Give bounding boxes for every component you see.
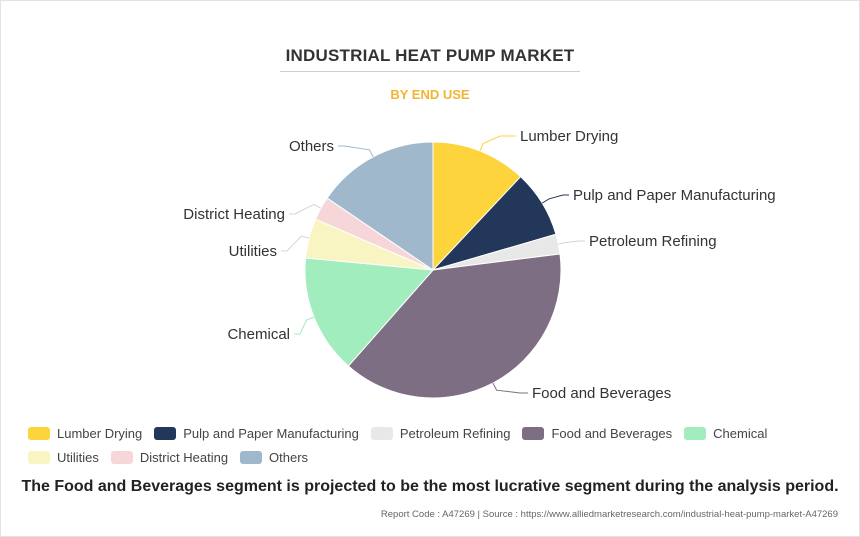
leader-line: [294, 316, 315, 335]
title-underline: [280, 71, 580, 72]
legend-label: District Heating: [139, 449, 229, 465]
pie-slice-food-and-beverages: [347, 253, 562, 399]
legend-swatch: [240, 450, 263, 464]
leader-line: [289, 203, 322, 215]
source-credit: Report Code : A47269 | Source : https://…: [380, 509, 838, 520]
pie-leader-lines: [281, 135, 585, 394]
pie-slice-chemical: [304, 257, 435, 367]
pie-slice-lumber-drying: [432, 141, 522, 272]
legend-swatch: [684, 426, 707, 440]
leader-line: [281, 235, 310, 252]
pie-label: Others: [289, 138, 334, 155]
chart-legend: Lumber Drying Pulp and Paper Manufacturin…: [28, 424, 848, 466]
pie-label: Chemical: [227, 326, 290, 343]
legend-swatch: [110, 450, 133, 464]
pie-label: Food and Beverages: [532, 385, 671, 402]
leader-line: [479, 135, 516, 152]
legend-label: Chemical: [713, 425, 768, 441]
chart-footnote: The Food and Beverages segment is projec…: [21, 478, 839, 495]
legend-swatch: [154, 426, 177, 440]
legend-item[interactable]: Others: [240, 448, 308, 466]
legend-item[interactable]: Lumber Drying: [28, 424, 142, 442]
legend-label: Petroleum Refining: [399, 425, 511, 441]
legend-swatch: [522, 426, 545, 440]
pie-label: Lumber Drying: [520, 128, 618, 145]
legend-item[interactable]: Petroleum Refining: [370, 424, 511, 442]
legend-item[interactable]: Food and Beverages: [522, 424, 672, 442]
pie-chart: Lumber Drying Pulp and Paper Manufacturin…: [183, 128, 775, 402]
legend-label: Lumber Drying: [57, 425, 143, 441]
leader-line: [541, 194, 569, 204]
pie-label: District Heating: [183, 206, 285, 223]
legend-swatch: [28, 450, 50, 464]
pie-labels: Lumber Drying Pulp and Paper Manufacturin…: [183, 128, 775, 402]
legend-label: Food and Beverages: [551, 425, 673, 441]
leader-line: [558, 240, 585, 245]
legend-item[interactable]: Chemical: [684, 424, 767, 442]
leader-line: [338, 145, 374, 158]
pie-slices: [304, 141, 562, 399]
chart-subtitle: BY END USE: [390, 87, 470, 102]
legend-item[interactable]: District Heating: [110, 448, 229, 466]
legend-item[interactable]: Utilities: [28, 448, 99, 466]
legend-item[interactable]: Pulp and Paper Manufacturing: [154, 424, 359, 442]
pie-label: Utilities: [229, 243, 277, 260]
pie-label: Petroleum Refining: [589, 233, 717, 250]
leader-line: [492, 382, 528, 394]
pie-slice-others: [326, 141, 434, 271]
legend-label: Pulp and Paper Manufacturing: [183, 425, 359, 441]
pie-label: Pulp and Paper Manufacturing: [573, 187, 776, 204]
legend-label: Utilities: [57, 449, 99, 465]
legend-swatch: [28, 426, 50, 440]
legend-label: Others: [269, 449, 309, 465]
legend-swatch: [370, 426, 393, 440]
chart-title: INDUSTRIAL HEAT PUMP MARKET: [285, 46, 575, 65]
